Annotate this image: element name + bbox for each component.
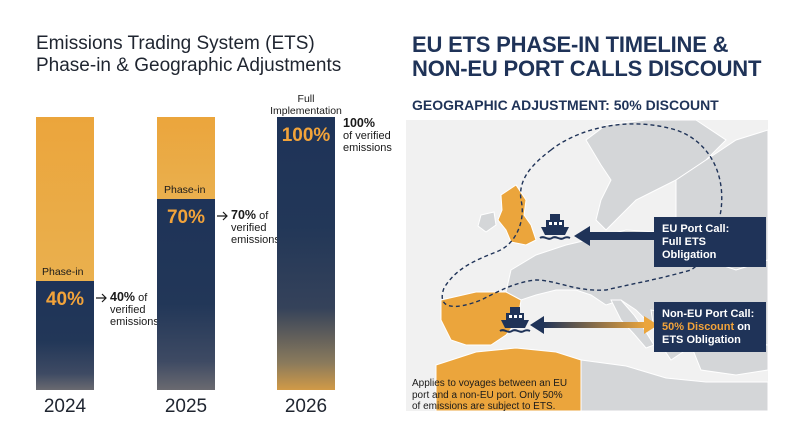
double-arrow-icon: [530, 316, 658, 334]
annotation-2024: 40% of verified emissions: [110, 290, 159, 328]
right-title-line-1: EU ETS PHASE-IN TIMELINE &: [412, 32, 729, 57]
scandinavia: [585, 120, 727, 231]
right-title-line-2: NON-EU PORT CALLS DISCOUNT: [412, 56, 762, 81]
north-africa-east: [580, 359, 768, 411]
phase-in-label-2025: Phase-in: [164, 184, 206, 196]
bar-remainder-2024: [36, 117, 94, 281]
ireland: [477, 211, 497, 233]
bar-value-2024: [36, 281, 94, 390]
bar-value-2025: [157, 199, 215, 390]
year-label-2026: 2026: [284, 396, 328, 417]
applicability-note: Applies to voyages between an EU port an…: [412, 378, 568, 412]
bar-remainder-2025: [157, 117, 215, 199]
bar-value-2026: [277, 117, 335, 390]
left-title-line-2: Phase-in & Geographic Adjustments: [36, 55, 342, 76]
non-eu-callout-line-1: Non-EU Port Call:: [662, 308, 755, 320]
year-label-2025: 2025: [164, 396, 208, 417]
eu-callout-line-1: EU Port Call:: [662, 223, 730, 235]
non-eu-callout-line-2-rest: on: [734, 321, 751, 333]
full-implementation-line-2: Implementation: [270, 105, 342, 117]
year-label-2024: 2024: [43, 396, 87, 417]
geographic-subtitle: GEOGRAPHIC ADJUSTMENT: 50% DISCOUNT: [412, 97, 719, 113]
arrow-left-icon: [574, 226, 654, 246]
bar-label-2026: 100%: [281, 125, 331, 146]
bar-2026: 100%: [277, 117, 335, 390]
bar-2024: 40%: [36, 117, 94, 390]
full-implementation-label: Full Implementation: [261, 93, 351, 117]
north-africa-west: [435, 347, 582, 411]
united-kingdom: [497, 184, 537, 246]
non-eu-port-call-callout: Non-EU Port Call: 50% Discount on ETS Ob…: [654, 302, 766, 352]
ship-icon: [539, 214, 571, 240]
arrow-right-icon: [96, 293, 107, 303]
non-eu-callout-line-3: ETS Obligation: [662, 334, 741, 346]
annotation-2025: 70% of verified emissions: [231, 208, 280, 246]
bar-2025: 70%: [157, 117, 215, 390]
phase-in-label-2024: Phase-in: [42, 266, 84, 278]
full-implementation-line-1: Full: [297, 93, 315, 105]
left-title-line-1: Emissions Trading System (ETS): [36, 33, 315, 54]
eu-port-call-callout: EU Port Call: Full ETS Obligation: [654, 217, 766, 267]
eu-boundary-dashed: [441, 123, 723, 308]
discount-highlight: 50% Discount: [662, 321, 735, 333]
bar-label-2024: 40%: [45, 289, 85, 310]
ship-icon: [499, 307, 531, 333]
eu-callout-line-2: Full ETS Obligation: [662, 236, 717, 261]
bar-label-2025: 70%: [166, 207, 206, 228]
annotation-2026: 100% of verified emissions: [343, 116, 392, 154]
arrow-right-icon: [217, 211, 228, 221]
